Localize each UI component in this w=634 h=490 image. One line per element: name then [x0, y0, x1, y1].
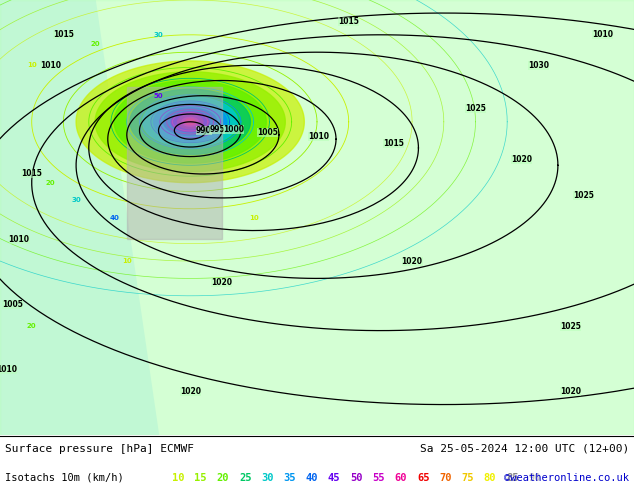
- Text: 1025: 1025: [465, 104, 486, 113]
- Polygon shape: [143, 97, 238, 147]
- Text: 1020: 1020: [401, 256, 423, 266]
- Text: 1020: 1020: [179, 387, 201, 396]
- Polygon shape: [76, 61, 304, 183]
- Text: Isotachs 10m (km/h): Isotachs 10m (km/h): [5, 473, 124, 483]
- Text: 30: 30: [71, 197, 81, 203]
- Polygon shape: [182, 118, 198, 126]
- Text: 10: 10: [122, 258, 132, 264]
- Text: 1025: 1025: [573, 191, 593, 200]
- Text: 65: 65: [417, 473, 430, 483]
- Text: 30: 30: [153, 32, 164, 38]
- Text: 50: 50: [153, 93, 164, 98]
- Text: 1010: 1010: [8, 235, 30, 244]
- Polygon shape: [0, 0, 158, 435]
- Text: 90: 90: [528, 473, 541, 483]
- Text: 20: 20: [217, 473, 229, 483]
- Text: 1015: 1015: [53, 30, 74, 39]
- Text: 35: 35: [283, 473, 296, 483]
- Text: 1020: 1020: [511, 155, 533, 164]
- Text: 1025: 1025: [560, 322, 581, 331]
- Text: 20: 20: [46, 180, 56, 186]
- Text: 1030: 1030: [528, 61, 550, 70]
- Text: 1020: 1020: [560, 387, 581, 396]
- Text: 30: 30: [261, 473, 274, 483]
- Text: 1005: 1005: [257, 128, 278, 137]
- Polygon shape: [171, 112, 209, 132]
- Text: 1015: 1015: [22, 170, 42, 178]
- Text: 1005: 1005: [3, 300, 23, 309]
- Text: 990: 990: [196, 125, 212, 135]
- Text: 20: 20: [27, 323, 37, 329]
- Text: 1000: 1000: [223, 124, 244, 134]
- Text: 1010: 1010: [308, 132, 330, 141]
- Polygon shape: [178, 115, 203, 129]
- Text: 1010: 1010: [0, 365, 17, 374]
- Text: 1010: 1010: [592, 30, 613, 39]
- Polygon shape: [114, 80, 266, 163]
- Text: 85: 85: [506, 473, 519, 483]
- Polygon shape: [130, 89, 250, 154]
- Polygon shape: [164, 108, 217, 136]
- Text: Surface pressure [hPa] ECMWF: Surface pressure [hPa] ECMWF: [5, 444, 194, 454]
- Text: 25: 25: [239, 473, 252, 483]
- Text: 45: 45: [328, 473, 340, 483]
- Polygon shape: [153, 102, 227, 142]
- Text: 10: 10: [172, 473, 184, 483]
- Text: 20: 20: [90, 41, 100, 47]
- Text: 1015: 1015: [339, 17, 359, 26]
- Text: 1020: 1020: [211, 278, 233, 287]
- Text: 10: 10: [27, 62, 37, 68]
- Text: 15: 15: [195, 473, 207, 483]
- Text: 75: 75: [462, 473, 474, 483]
- Text: 10: 10: [249, 215, 259, 220]
- Text: 1010: 1010: [40, 61, 61, 70]
- Polygon shape: [127, 87, 222, 239]
- Text: 40: 40: [306, 473, 318, 483]
- Polygon shape: [185, 119, 195, 124]
- Text: Sa 25-05-2024 12:00 UTC (12+00): Sa 25-05-2024 12:00 UTC (12+00): [420, 444, 629, 454]
- Text: 995: 995: [209, 125, 225, 134]
- Polygon shape: [95, 72, 285, 172]
- Text: 80: 80: [484, 473, 496, 483]
- Text: 40: 40: [109, 215, 119, 220]
- Text: 1015: 1015: [384, 139, 404, 148]
- Polygon shape: [0, 0, 634, 435]
- Text: 60: 60: [395, 473, 407, 483]
- Text: ©weatheronline.co.uk: ©weatheronline.co.uk: [504, 473, 629, 483]
- Text: 70: 70: [439, 473, 452, 483]
- Text: 50: 50: [350, 473, 363, 483]
- Text: 55: 55: [373, 473, 385, 483]
